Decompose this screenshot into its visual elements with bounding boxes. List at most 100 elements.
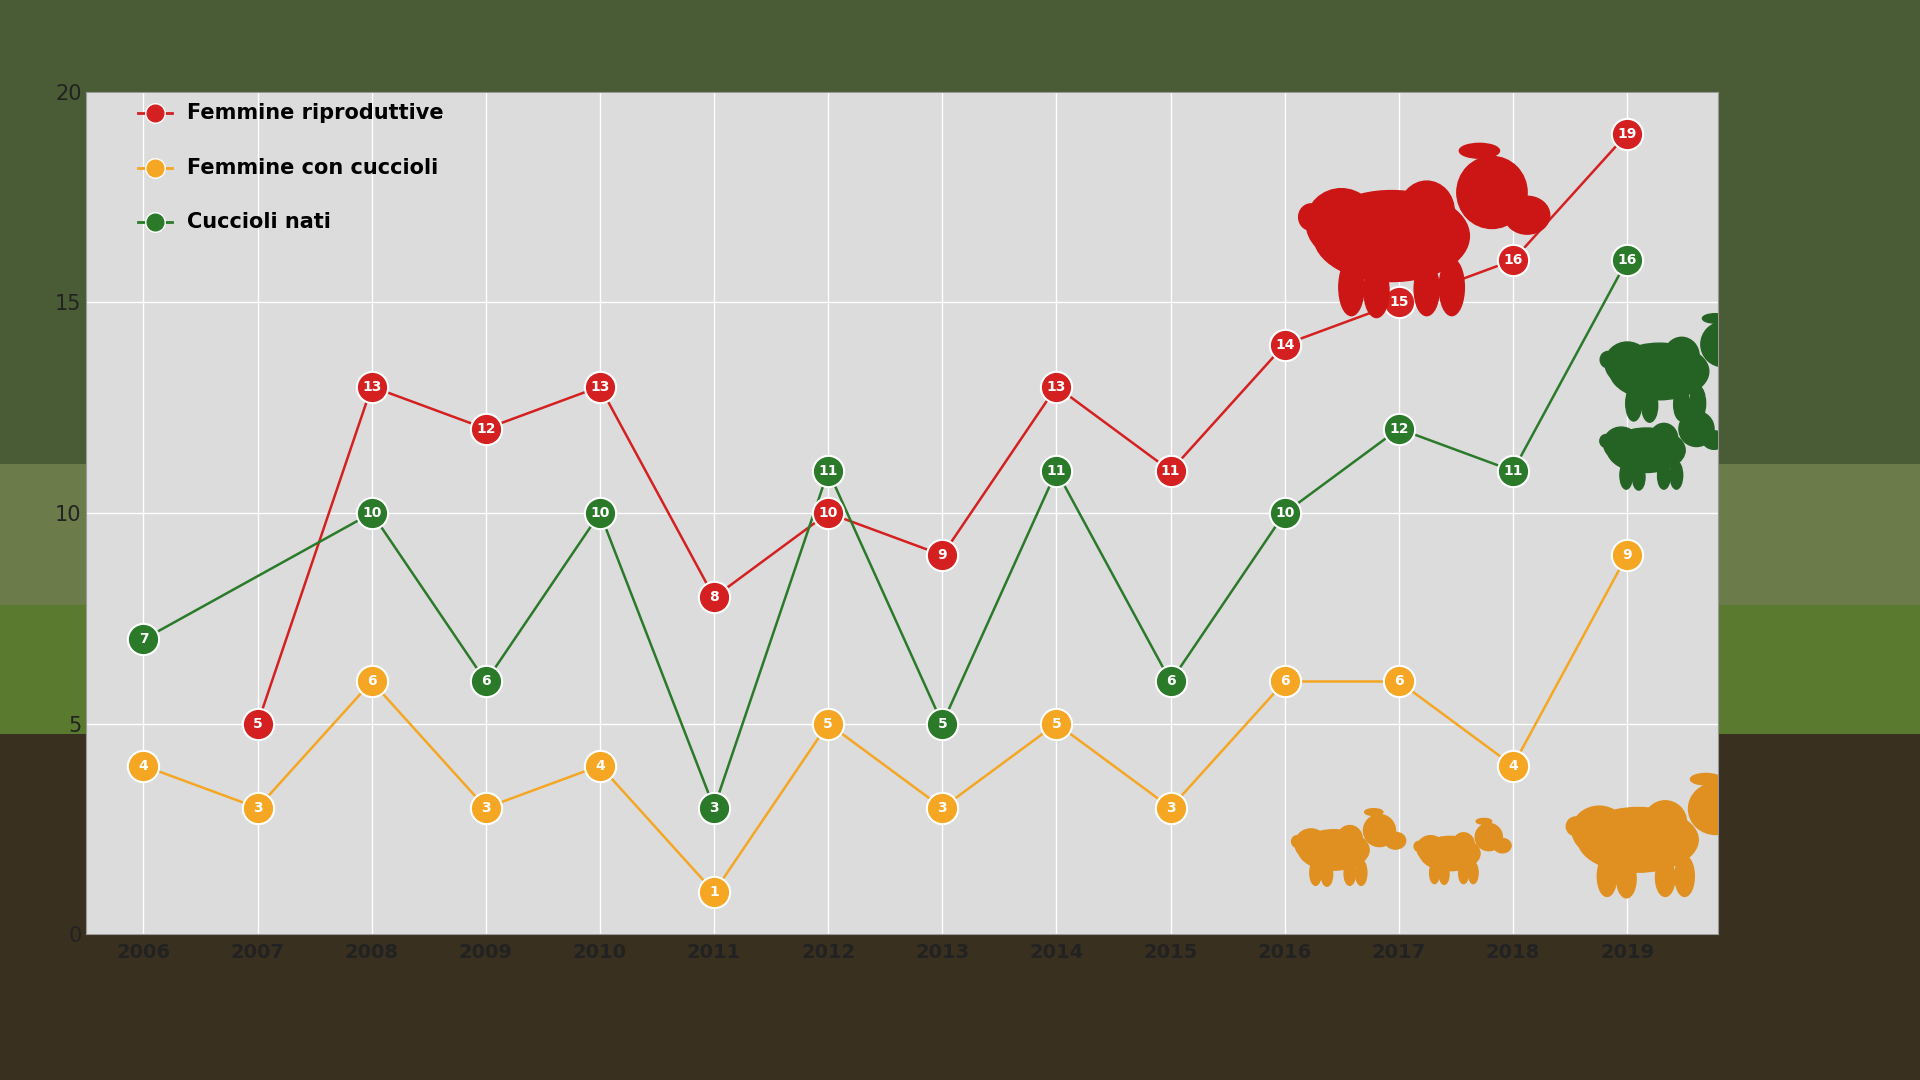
Text: 7: 7 (138, 633, 148, 646)
Text: 6: 6 (482, 675, 492, 688)
Ellipse shape (1655, 859, 1674, 896)
Text: 3: 3 (708, 801, 718, 814)
Text: Femmine con cuccioli: Femmine con cuccioli (186, 158, 438, 177)
Circle shape (1459, 144, 1500, 158)
Text: 16: 16 (1617, 254, 1636, 267)
Text: 14: 14 (1275, 338, 1294, 351)
Circle shape (1476, 819, 1492, 824)
Ellipse shape (1475, 823, 1501, 851)
Ellipse shape (1440, 259, 1465, 315)
Text: 11: 11 (1046, 464, 1066, 477)
Ellipse shape (1599, 434, 1613, 447)
Ellipse shape (1605, 342, 1649, 384)
Text: 15: 15 (1388, 296, 1409, 309)
Ellipse shape (1459, 864, 1469, 883)
Ellipse shape (1321, 863, 1332, 887)
Ellipse shape (1292, 836, 1304, 848)
Text: 16: 16 (1503, 254, 1523, 267)
Text: 5: 5 (824, 717, 833, 730)
Circle shape (1703, 313, 1728, 323)
Text: 10: 10 (363, 507, 382, 519)
Text: 10: 10 (1275, 507, 1294, 519)
Ellipse shape (1417, 836, 1444, 862)
Ellipse shape (1494, 838, 1511, 853)
Ellipse shape (1603, 427, 1640, 460)
Ellipse shape (1674, 388, 1690, 421)
Ellipse shape (1400, 181, 1453, 242)
Ellipse shape (1578, 808, 1697, 873)
Circle shape (1690, 773, 1722, 785)
Ellipse shape (1384, 833, 1405, 849)
Ellipse shape (1670, 461, 1682, 489)
Ellipse shape (1453, 833, 1475, 855)
Ellipse shape (1609, 343, 1709, 400)
Ellipse shape (1294, 829, 1327, 860)
Ellipse shape (1440, 864, 1450, 885)
Ellipse shape (1665, 337, 1699, 375)
Text: 6: 6 (1281, 675, 1290, 688)
Bar (0, 0, 1920, 486)
Text: 3: 3 (253, 801, 263, 814)
Text: 11: 11 (1162, 464, 1181, 477)
Ellipse shape (1726, 811, 1761, 838)
Text: 3: 3 (1165, 801, 1175, 814)
Text: 11: 11 (1503, 464, 1523, 477)
Text: 6: 6 (1394, 675, 1404, 688)
Text: 13: 13 (1046, 380, 1066, 393)
Ellipse shape (1356, 860, 1367, 886)
Ellipse shape (1657, 463, 1670, 489)
Ellipse shape (1430, 862, 1440, 883)
Text: 9: 9 (1622, 549, 1632, 562)
Ellipse shape (1313, 190, 1469, 282)
Ellipse shape (1701, 322, 1745, 367)
Ellipse shape (1642, 389, 1657, 422)
Text: 5: 5 (937, 717, 947, 730)
Text: 13: 13 (363, 380, 382, 393)
Ellipse shape (1457, 157, 1526, 229)
Ellipse shape (1338, 259, 1363, 315)
Bar (0, 605, 1920, 734)
Text: 9: 9 (937, 549, 947, 562)
Ellipse shape (1309, 860, 1321, 886)
Ellipse shape (1688, 783, 1743, 835)
Ellipse shape (1599, 351, 1617, 368)
Ellipse shape (1597, 856, 1617, 896)
Ellipse shape (1306, 189, 1377, 257)
Text: 3: 3 (937, 801, 947, 814)
Circle shape (1680, 405, 1701, 413)
Ellipse shape (1626, 386, 1642, 421)
Ellipse shape (1617, 860, 1636, 897)
Text: 13: 13 (589, 380, 611, 393)
Text: 4: 4 (1507, 759, 1519, 772)
Text: 4: 4 (138, 759, 148, 772)
Ellipse shape (1567, 816, 1586, 836)
Ellipse shape (1703, 431, 1726, 449)
Text: 3: 3 (482, 801, 492, 814)
Ellipse shape (1344, 862, 1356, 886)
Text: 12: 12 (476, 422, 495, 435)
Text: 10: 10 (818, 507, 837, 519)
Text: 6: 6 (367, 675, 376, 688)
Ellipse shape (1674, 856, 1693, 896)
Ellipse shape (1620, 461, 1632, 489)
Ellipse shape (1415, 841, 1425, 851)
Ellipse shape (1336, 825, 1363, 852)
Text: 10: 10 (589, 507, 611, 519)
Text: 1: 1 (708, 886, 718, 899)
Ellipse shape (1363, 265, 1388, 318)
Text: Femmine riproduttive: Femmine riproduttive (186, 103, 444, 123)
Ellipse shape (1298, 829, 1369, 870)
Ellipse shape (1678, 411, 1715, 446)
Ellipse shape (1644, 800, 1686, 843)
Text: 4: 4 (595, 759, 605, 772)
Bar (0, 464, 1920, 626)
Text: 5: 5 (1052, 717, 1062, 730)
Circle shape (1365, 809, 1382, 815)
Text: 19: 19 (1617, 127, 1636, 140)
Ellipse shape (1298, 204, 1323, 230)
Text: 12: 12 (1388, 422, 1409, 435)
Text: 5: 5 (253, 717, 263, 730)
Ellipse shape (1505, 197, 1549, 234)
Ellipse shape (1607, 428, 1686, 472)
Ellipse shape (1649, 423, 1678, 453)
